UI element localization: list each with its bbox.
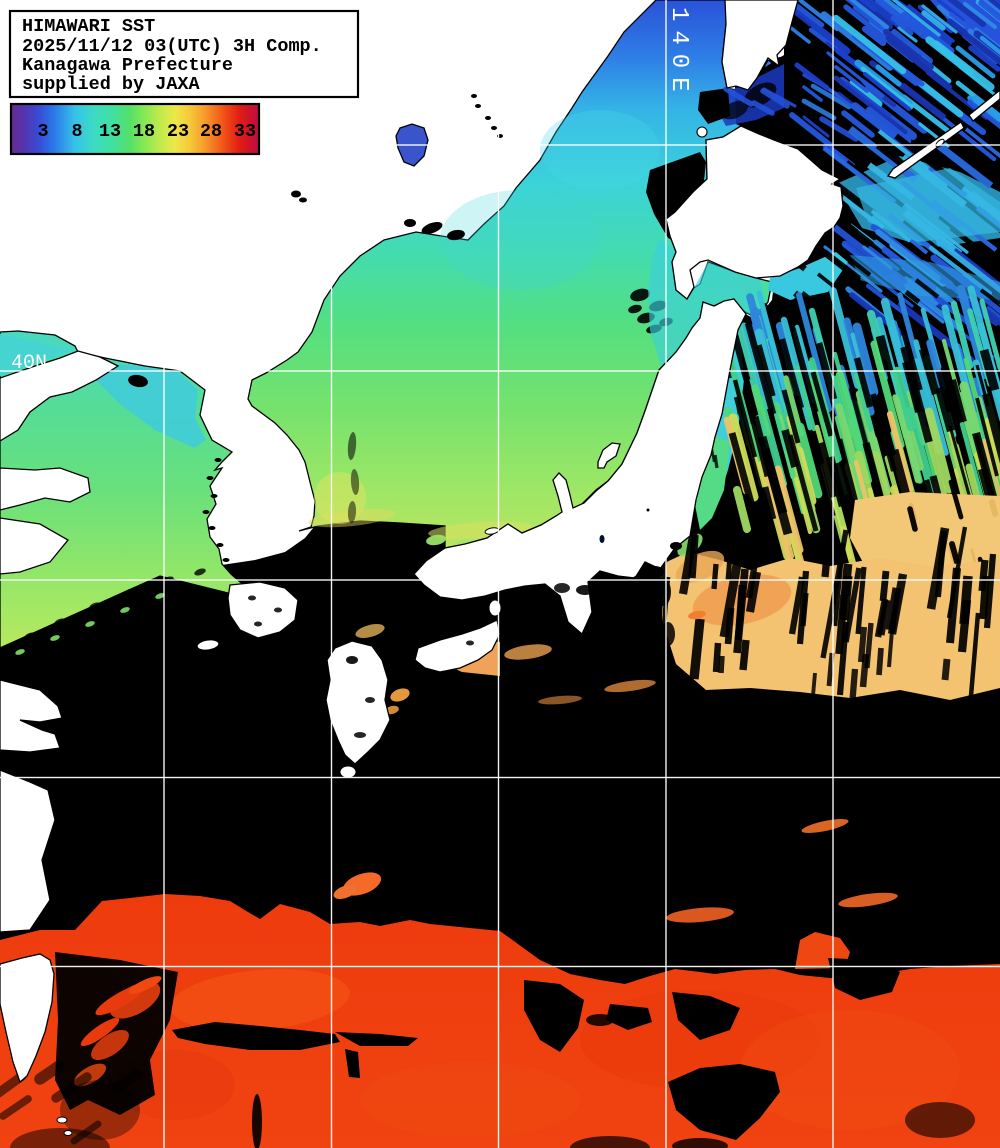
svg-text:8: 8 xyxy=(71,121,82,142)
svg-text:3: 3 xyxy=(37,121,48,142)
svg-text:33: 33 xyxy=(234,121,256,142)
svg-text:28: 28 xyxy=(200,121,222,142)
svg-text:HIMAWARI SST: HIMAWARI SST xyxy=(22,16,155,37)
svg-text:23: 23 xyxy=(167,121,189,142)
svg-text:13: 13 xyxy=(99,121,121,142)
svg-text:supplied by JAXA: supplied by JAXA xyxy=(22,74,201,95)
svg-text:140E: 140E xyxy=(665,7,692,101)
svg-text:2025/11/12 03(UTC) 3H Comp.: 2025/11/12 03(UTC) 3H Comp. xyxy=(22,36,322,57)
svg-text:Kanagawa Prefecture: Kanagawa Prefecture xyxy=(22,55,233,76)
svg-text:18: 18 xyxy=(133,121,155,142)
svg-text:40N: 40N xyxy=(11,352,47,375)
